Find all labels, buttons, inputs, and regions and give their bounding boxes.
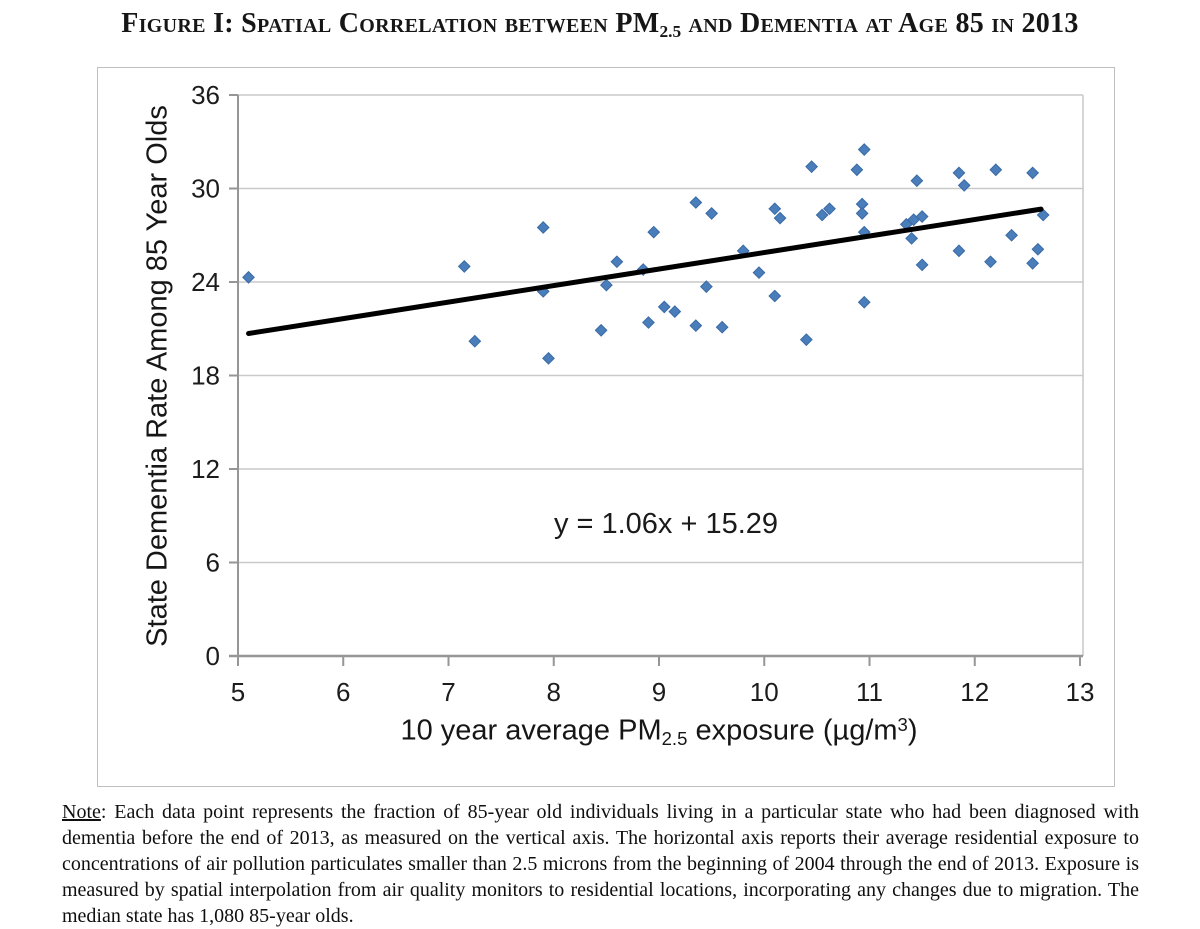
data-point-diamond <box>1026 256 1040 270</box>
x-tick-label: 6 <box>336 677 350 707</box>
data-point-diamond <box>536 221 550 234</box>
x-axis-title: 10 year average PM2.5 exposure (µg/m3) <box>400 714 917 750</box>
data-point-diamond <box>915 258 929 272</box>
y-tick-label: 18 <box>191 361 220 391</box>
data-point-diamond <box>647 225 661 239</box>
data-point-diamond <box>768 202 782 216</box>
x-tick-label: 12 <box>960 677 989 707</box>
note-label: Note <box>62 801 101 823</box>
x-tick-label: 5 <box>231 677 245 707</box>
figure-title-text-after: and Dementia at Age 85 in 2013 <box>681 8 1079 39</box>
data-point-diamond <box>984 255 997 269</box>
data-point-diamond <box>952 244 966 258</box>
data-point-diamond <box>773 211 787 225</box>
data-point-diamond <box>815 208 829 222</box>
data-point-diamond <box>957 178 971 192</box>
scatter-plot: 0 6 12 18 24 30 36 5 6 7 8 9 10 11 12 13 <box>191 80 1095 707</box>
data-point-diamond <box>915 210 929 223</box>
x-tick-label: 7 <box>441 677 455 707</box>
y-tick-label: 0 <box>206 641 220 671</box>
data-point-diamond <box>1026 166 1040 180</box>
data-point-diamond <box>905 231 919 245</box>
data-point-diamond <box>542 351 555 365</box>
x-tick-label: 10 <box>750 677 779 707</box>
y-tick-label: 24 <box>191 267 220 297</box>
data-point-diamond <box>657 300 671 314</box>
x-axis-title-mid: exposure (µg/m <box>687 714 898 747</box>
x-axis-title-end: ) <box>907 714 918 747</box>
note-body: Each data point represents the fraction … <box>62 801 1139 927</box>
y-tick-label: 36 <box>191 80 220 110</box>
y-tick-label: 12 <box>191 454 220 484</box>
data-point-diamond <box>715 320 729 334</box>
data-point-diamond <box>610 255 624 269</box>
y-tick-label: 6 <box>206 548 220 578</box>
figure-title-text: Figure I: Spatial Correlation between PM <box>121 8 660 39</box>
data-point-diamond <box>705 207 719 220</box>
data-point-diamond <box>805 160 819 174</box>
data-point-diamond <box>1036 208 1050 222</box>
data-point-diamond <box>457 260 471 273</box>
data-point-diamond <box>1005 228 1018 242</box>
figure-note: Note: Each data point represents the fra… <box>62 799 1139 929</box>
figure-title-subscript: 2.5 <box>659 21 682 41</box>
chart-frame: 0 6 12 18 24 30 36 5 6 7 8 9 10 11 12 13 State Dementia… <box>97 67 1115 787</box>
x-tick-label: 13 <box>1066 677 1095 707</box>
data-point-diamond <box>689 196 703 209</box>
x-axis-title-superscript: 3 <box>897 714 908 735</box>
data-point-diamond <box>857 143 871 156</box>
data-point-diamond <box>857 295 871 309</box>
data-point-diamond <box>855 207 869 220</box>
data-point-diamond <box>668 305 682 319</box>
data-point-diamond <box>599 278 613 292</box>
data-point-diamond <box>768 289 782 303</box>
data-point-diamond <box>242 270 255 284</box>
x-tick-label: 8 <box>547 677 561 707</box>
data-point-diamond <box>823 202 836 216</box>
data-point-diamond <box>910 174 924 188</box>
data-point-diamond <box>752 266 766 280</box>
data-point-diamond <box>468 334 482 348</box>
data-point-diamond <box>989 163 1003 177</box>
data-point-diamond <box>689 319 703 333</box>
data-point-diamond <box>642 316 655 329</box>
data-point-diamond <box>699 280 713 294</box>
data-point-diamond <box>799 333 813 347</box>
trend-line <box>246 206 1044 336</box>
trendline-equation: y = 1.06x + 15.29 <box>553 508 779 540</box>
x-tick-label: 11 <box>856 677 883 707</box>
data-point-diamond <box>952 166 966 180</box>
note-separator: : <box>100 801 115 823</box>
y-tick-label: 30 <box>191 174 220 204</box>
data-point-diamond <box>1031 242 1045 256</box>
data-point-diamond <box>594 323 608 337</box>
x-axis-title-subscript: 2.5 <box>661 727 688 749</box>
y-axis-title: State Dementia Rate Among 85 Year Olds <box>141 105 174 647</box>
data-point-diamond <box>850 163 864 177</box>
figure-title: Figure I: Spatial Correlation between PM… <box>0 8 1200 42</box>
x-axis-title-text: 10 year average PM <box>400 714 662 747</box>
x-tick-label: 9 <box>652 677 666 707</box>
